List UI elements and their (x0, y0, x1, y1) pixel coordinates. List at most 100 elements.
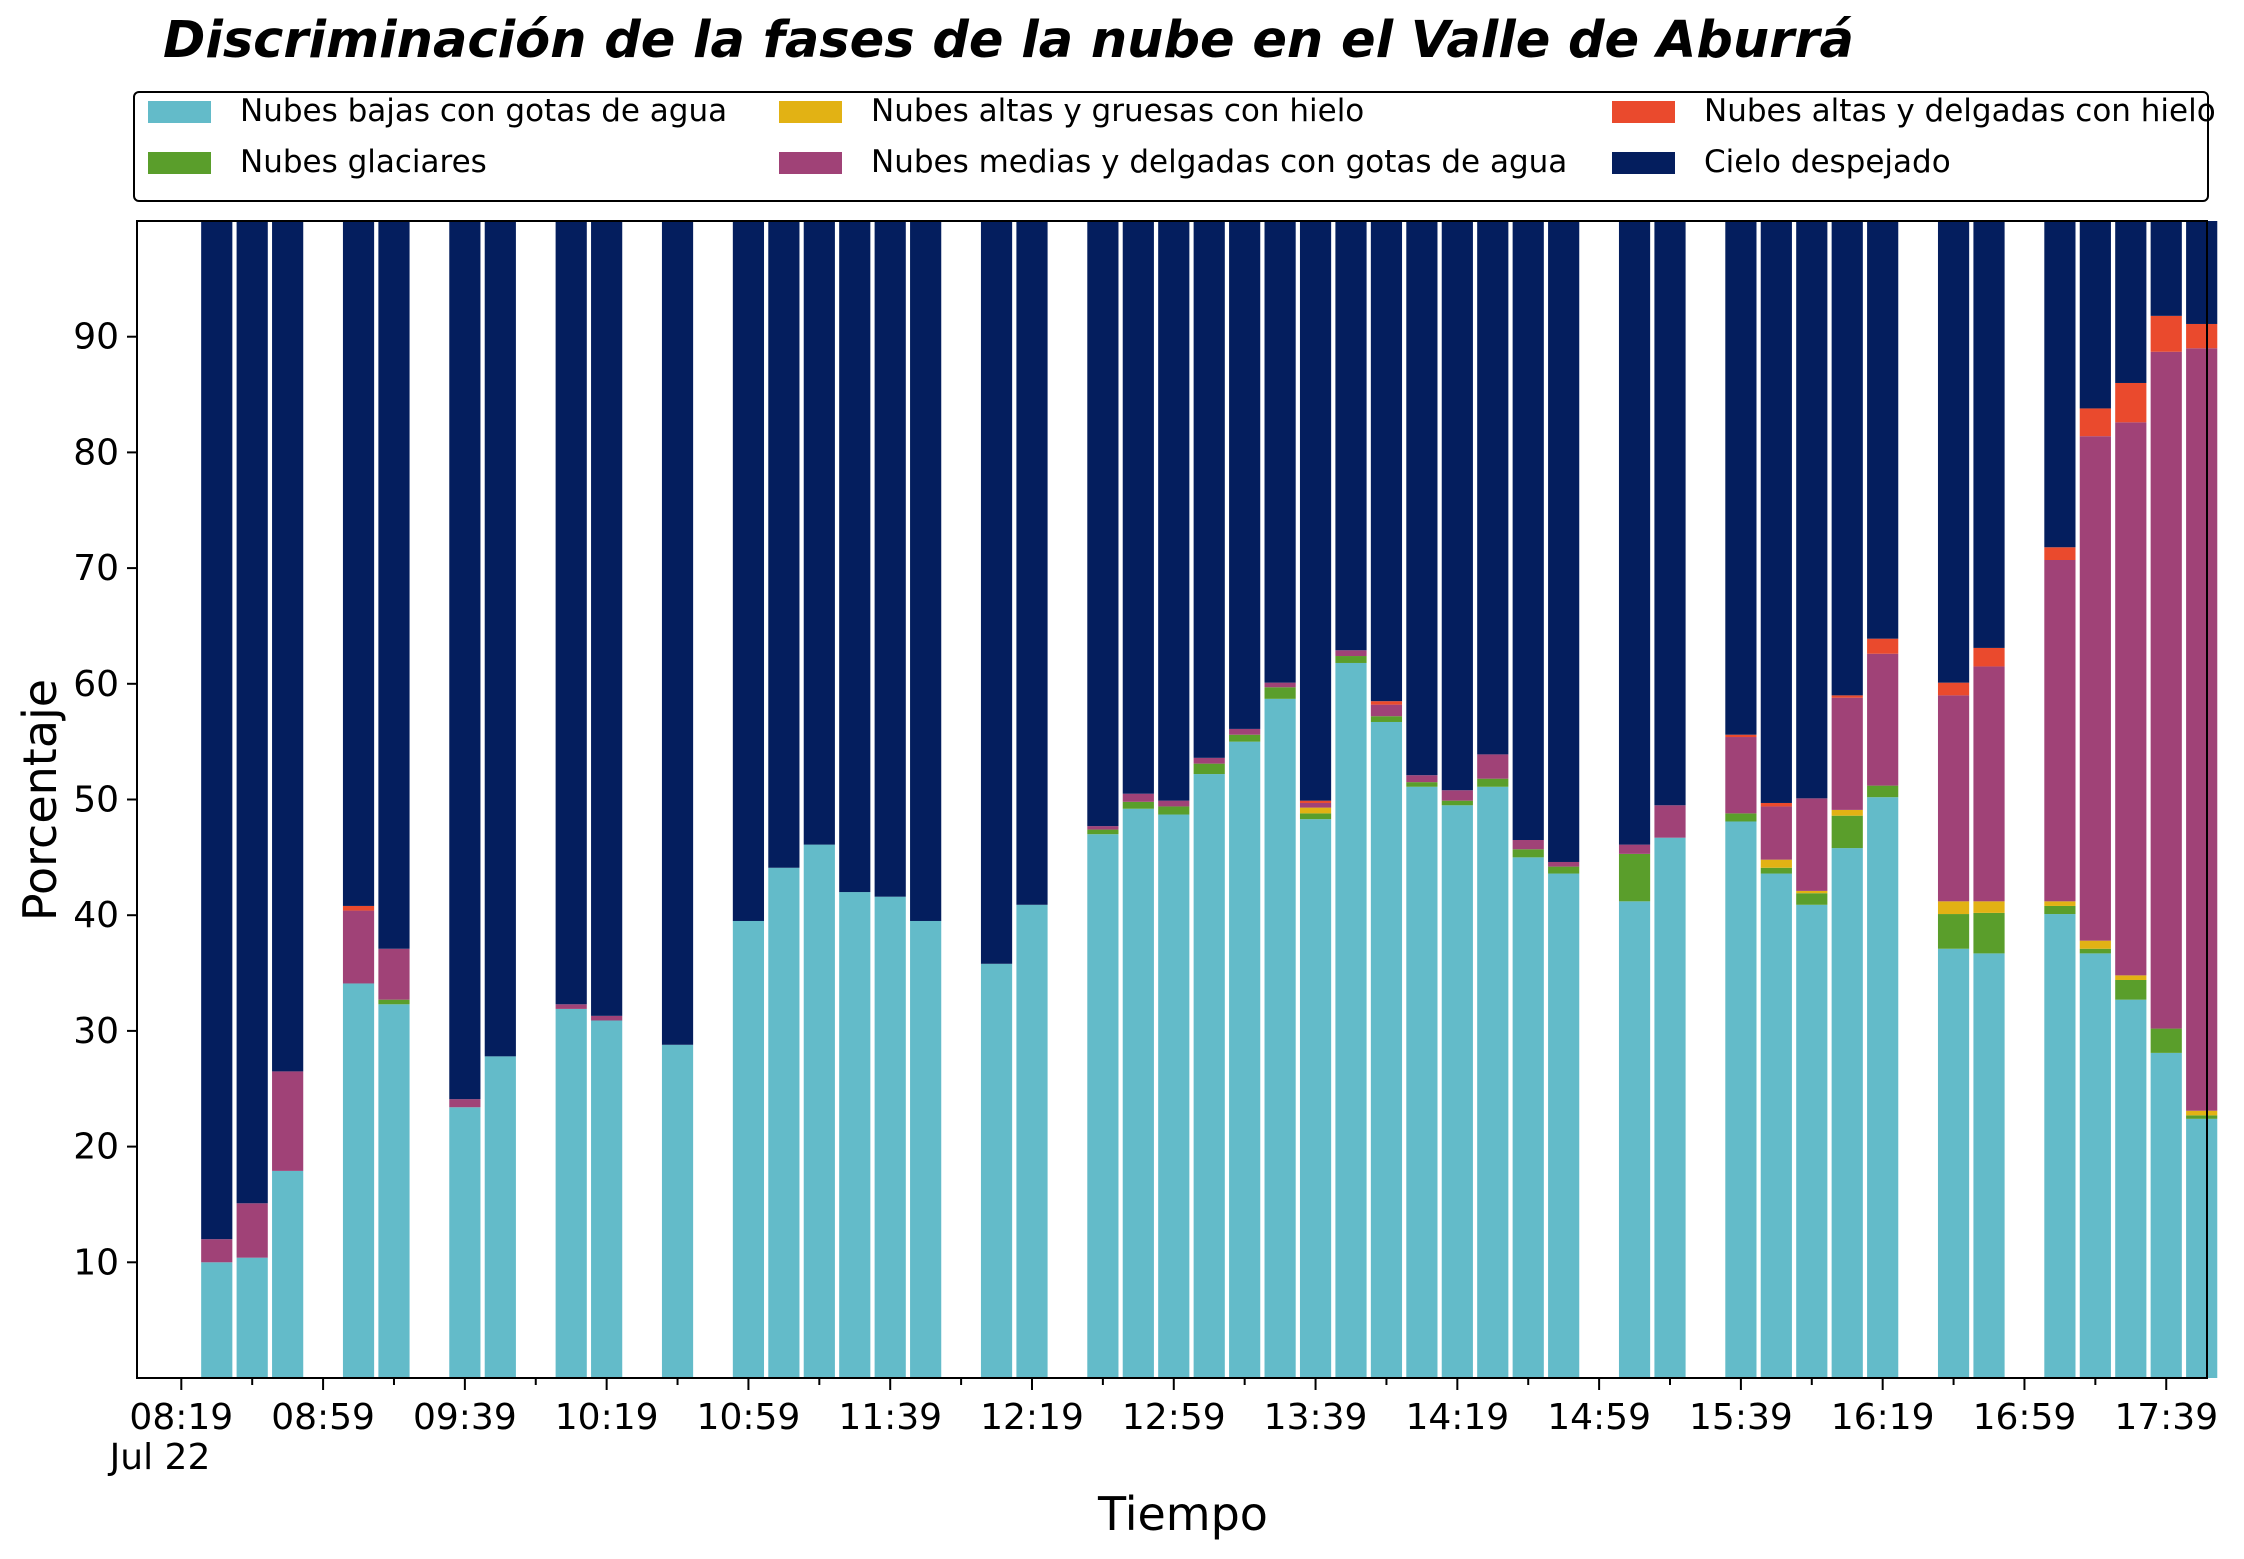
stacked-bar (874, 221, 906, 1378)
bar-segment-6 (1831, 221, 1863, 696)
legend-frame (133, 91, 2209, 202)
bar-segment-2 (1087, 829, 1119, 835)
bar-segment-4 (1867, 653, 1899, 786)
bar-segment-2 (1370, 716, 1403, 722)
bar-segment-6 (1548, 221, 1580, 862)
bar-segment-2 (1548, 866, 1580, 874)
bar-segment-1 (768, 867, 800, 1378)
bar-segment-4 (1477, 754, 1509, 779)
bar-segment-2 (2115, 979, 2147, 1000)
stacked-bar (484, 221, 516, 1378)
legend-item: Nubes altas y gruesas con hielo (779, 93, 1364, 129)
bar-segment-1 (1937, 948, 1970, 1378)
bar-segment-2 (1299, 813, 1332, 820)
stacked-bar (1973, 221, 2005, 1378)
stacked-bar (449, 221, 481, 1378)
y-tick-label: 70 (73, 548, 119, 589)
bar-segment-6 (378, 221, 410, 949)
stacked-bar (1335, 221, 1367, 1378)
bar-segment-1 (2044, 914, 2076, 1378)
bar-segment-4 (449, 1099, 481, 1108)
bar-segment-1 (1229, 741, 1261, 1378)
bar-segment-5 (2150, 315, 2182, 352)
bar-segment-1 (1158, 814, 1190, 1378)
bar-segment-1 (484, 1056, 516, 1378)
bar-segment-1 (1796, 904, 1828, 1378)
y-tick-label: 10 (73, 1242, 119, 1283)
bar-segment-6 (1370, 221, 1403, 702)
bar-segment-1 (839, 892, 871, 1378)
legend-swatch (779, 152, 842, 174)
legend: Nubes bajas con gotas de agua Nubes glaci… (133, 91, 2216, 202)
bar-segment-6 (2044, 221, 2076, 548)
stacked-bar (1548, 221, 1580, 1378)
stacked-bar (839, 221, 871, 1378)
bar-segment-4 (2186, 348, 2218, 1111)
legend-swatch (1612, 152, 1675, 174)
stacked-bar (272, 221, 304, 1378)
legend-item: Nubes glaciares (148, 144, 487, 180)
bar-segment-2 (378, 999, 410, 1005)
bar-segment-6 (2115, 221, 2147, 383)
x-axis: 08:19 08:59 09:39 10:19 10:59 11:39 12:19 12:59… (129, 1378, 2218, 1438)
bar-segment-6 (874, 221, 906, 897)
bar-segment-4 (1512, 840, 1544, 850)
bar-segment-6 (591, 221, 623, 1016)
legend-item: Nubes bajas con gotas de agua (148, 93, 727, 129)
bar-segment-6 (1299, 221, 1332, 801)
bar-segment-2 (1512, 849, 1544, 858)
bar-segment-2 (1725, 813, 1757, 822)
bar-segment-6 (2150, 221, 2182, 316)
y-axis-label: Porcentaje (13, 679, 67, 921)
stacked-bar (1654, 221, 1686, 1378)
bar-segment-1 (1477, 786, 1509, 1378)
legend-item: Nubes altas y delgadas con hielo (1612, 93, 2216, 129)
bar-segment-2 (2079, 948, 2111, 954)
bar-segment-6 (1406, 221, 1438, 776)
bar-segment-2 (1264, 687, 1296, 699)
legend-swatch (1612, 101, 1675, 123)
bar-segment-6 (768, 221, 800, 868)
bar-segment-2 (1477, 778, 1509, 787)
bar-segment-5 (1299, 800, 1332, 803)
legend-label: Cielo despejado (1704, 144, 1951, 180)
chart-title: Discriminación de la fases de la nube en… (163, 11, 1854, 70)
bar-segment-2 (1796, 893, 1828, 905)
bar-segment-2 (1229, 734, 1261, 742)
stacked-bar (980, 221, 1013, 1378)
bar-segment-4 (236, 1203, 268, 1258)
stacked-bar (1016, 221, 1048, 1378)
bar-segment-4 (201, 1239, 233, 1263)
bar-segment-3 (2115, 975, 2147, 980)
bar-segment-4 (1548, 861, 1580, 867)
bar-segment-1 (1548, 873, 1580, 1378)
bar-segment-5 (2044, 547, 2076, 560)
stacked-bar (1122, 221, 1154, 1378)
bar-segment-5 (2115, 382, 2147, 423)
bar-segment-5 (1973, 647, 2005, 667)
legend-item: Cielo despejado (1612, 144, 1951, 180)
bar-segment-6 (1016, 221, 1048, 905)
bar-segment-2 (1973, 912, 2005, 954)
bar-segment-3 (1299, 807, 1332, 814)
bar-segment-6 (1867, 221, 1899, 639)
x-tick-label: 12:19 (980, 1397, 1084, 1438)
bar-segment-5 (1867, 638, 1899, 654)
bar-segment-2 (1193, 763, 1225, 775)
bar-segment-5 (342, 905, 375, 911)
legend-swatch (779, 101, 842, 123)
legend-item: Nubes medias y delgadas con gotas de agu… (779, 144, 1567, 180)
bar-segment-2 (1441, 800, 1473, 806)
bar-segment-4 (1158, 800, 1190, 807)
bar-segment-6 (1087, 221, 1119, 827)
x-tick-label: 08:19 (129, 1397, 233, 1438)
bar-segment-1 (732, 920, 765, 1378)
bar-segment-6 (1796, 221, 1828, 799)
bar-segment-6 (449, 221, 481, 1100)
bar-segment-1 (378, 1004, 410, 1378)
legend-label: Nubes bajas con gotas de agua (240, 93, 727, 129)
x-tick-label: 12:59 (1122, 1397, 1226, 1438)
bar-segment-2 (1158, 806, 1190, 815)
bar-segment-6 (1335, 221, 1367, 651)
x-tick-label: 08:59 (271, 1397, 375, 1438)
